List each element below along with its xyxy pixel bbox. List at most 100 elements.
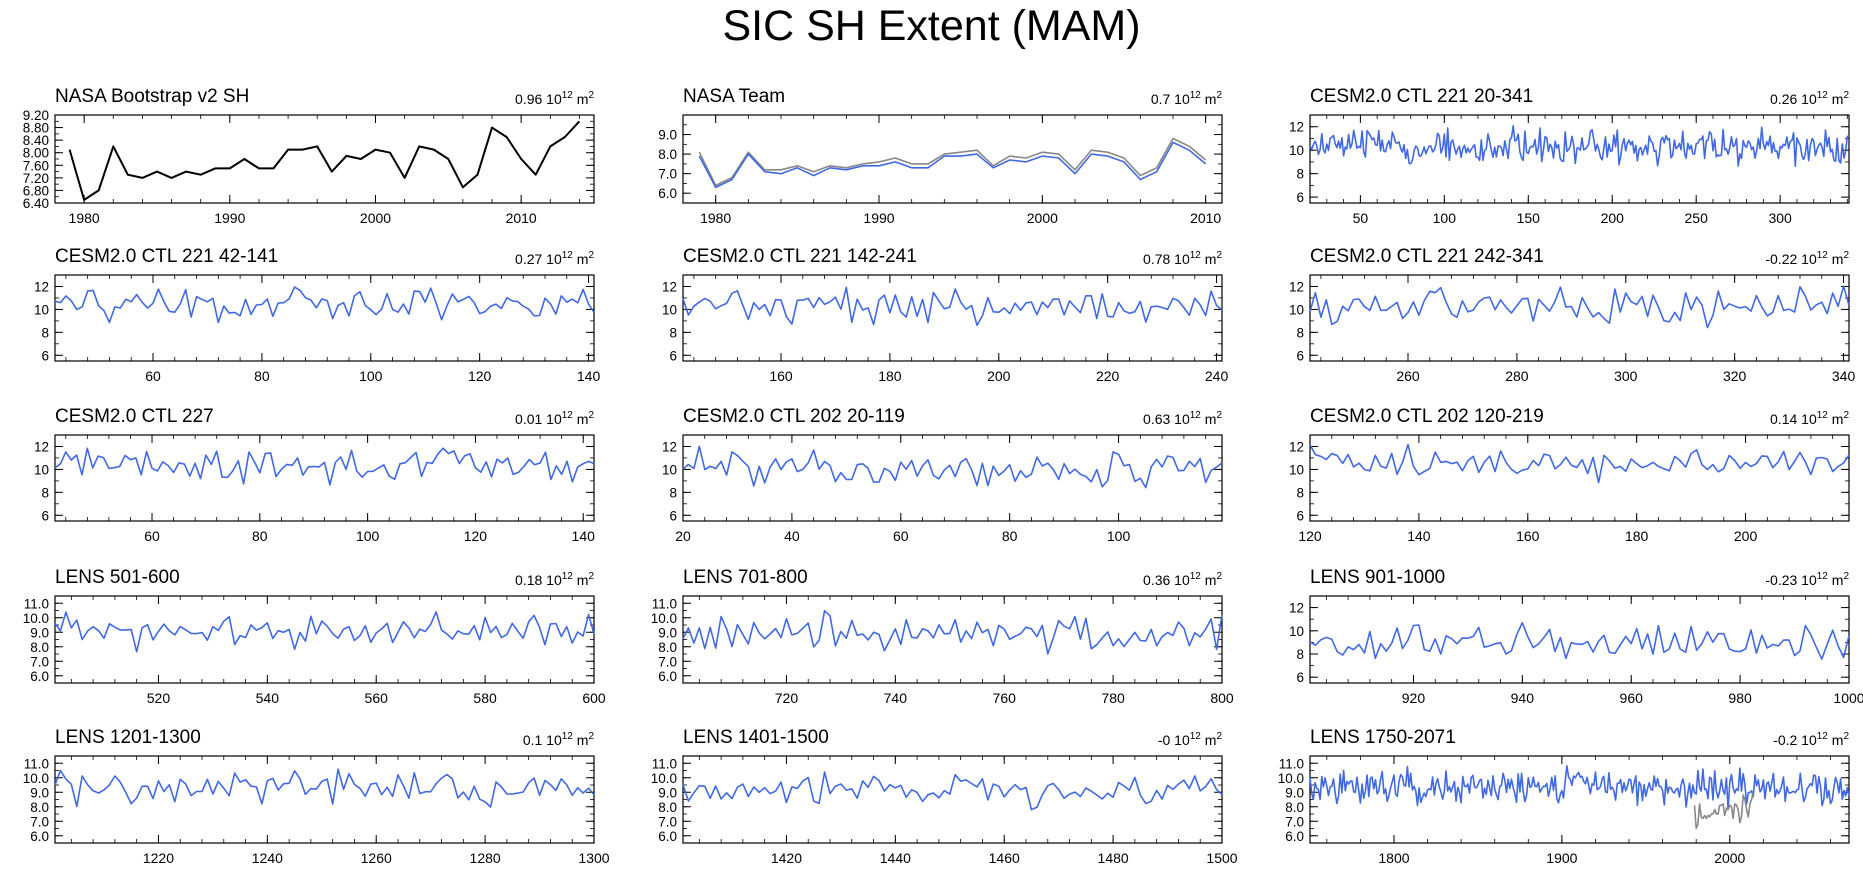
x-tick-label: 1260 [361, 850, 392, 866]
series-line [54, 447, 595, 486]
x-tick-label: 300 [1614, 368, 1638, 384]
x-tick-label: 1460 [989, 850, 1020, 866]
y-tick-label: 12 [1289, 439, 1304, 454]
y-tick-label: 6 [1296, 670, 1304, 685]
y-tick-label: 12 [34, 439, 49, 454]
series-line [1309, 621, 1850, 660]
x-tick-label: 800 [1210, 690, 1234, 706]
y-tick-label: 11.0 [652, 596, 677, 611]
panel-title: CESM2.0 CTL 202 20-119 [683, 406, 905, 427]
panel-title: CESM2.0 CTL 221 20-341 [1310, 86, 1533, 107]
y-tick-label: 8.0 [658, 800, 677, 815]
plot-frame [1309, 595, 1850, 684]
x-tick-label: 250 [1685, 210, 1709, 226]
chart-panel: CESM2.0 CTL 221 142-241 0.78 1012 m2 160 18… [662, 246, 1228, 384]
x-tick-label: 1420 [771, 850, 802, 866]
y-tick-label: 9.0 [30, 785, 49, 800]
x-tick-label: 60 [144, 528, 160, 544]
chart-panel: NASA Team 0.7 1012 m2 1980 1990 2000 2010 6.0 7… [658, 86, 1223, 226]
x-tick-label: 220 [1096, 368, 1120, 384]
plot-frame [54, 434, 595, 522]
x-tick-label: 180 [1625, 528, 1649, 544]
y-tick-label: 7.20 [23, 171, 49, 186]
x-tick-label: 560 [365, 690, 389, 706]
y-tick-label: 10.0 [23, 611, 49, 626]
y-tick-label: 10 [1289, 462, 1304, 477]
x-tick-label: 2000 [1714, 850, 1745, 866]
y-tick-label: 11.0 [1279, 756, 1304, 771]
panel-trend: 0.36 1012 m2 [1143, 571, 1222, 588]
series-line [682, 771, 1223, 811]
y-tick-label: 10 [662, 462, 677, 477]
x-tick-label: 50 [1353, 210, 1369, 226]
panel-title: LENS 701-800 [683, 567, 808, 588]
panel-trend: 0.96 1012 m2 [515, 90, 594, 107]
panel-title: LENS 901-1000 [1310, 567, 1445, 588]
y-tick-label: 12 [1289, 601, 1304, 616]
x-tick-label: 1000 [1833, 690, 1863, 706]
y-tick-label: 8 [669, 485, 677, 500]
x-tick-label: 320 [1723, 368, 1747, 384]
x-tick-label: 120 [464, 528, 488, 544]
chart-panel: LENS 901-1000 -0.23 1012 m2 920 940 960 980 10… [1289, 567, 1863, 706]
x-tick-label: 160 [1516, 528, 1540, 544]
x-tick-label: 200 [1601, 210, 1625, 226]
y-tick-label: 7.0 [658, 814, 677, 829]
y-tick-label: 7.0 [30, 814, 49, 829]
y-tick-label: 9.20 [23, 108, 49, 123]
y-tick-label: 7.0 [658, 167, 677, 182]
y-tick-label: 9.0 [1285, 785, 1304, 800]
y-tick-label: 6.0 [30, 669, 49, 684]
y-tick-label: 8.80 [23, 121, 49, 136]
panel-trend: 0.14 1012 m2 [1770, 410, 1849, 427]
x-tick-label: 240 [1205, 368, 1229, 384]
panel-trend: 0.27 1012 m2 [515, 250, 594, 267]
x-tick-label: 80 [252, 528, 268, 544]
y-tick-label: 10 [662, 302, 677, 317]
series-line [54, 768, 595, 808]
plot-frame [1309, 755, 1850, 844]
panel-title: NASA Team [683, 86, 785, 107]
y-tick-label: 8 [1296, 167, 1304, 182]
panel-trend: -0 1012 m2 [1158, 731, 1223, 748]
x-tick-label: 140 [577, 368, 601, 384]
y-tick-label: 6.0 [30, 829, 49, 844]
panel-trend: 0.78 1012 m2 [1143, 250, 1222, 267]
panel-title: CESM2.0 CTL 202 120-219 [1310, 406, 1544, 427]
plot-frame [682, 274, 1223, 362]
chart-panel: LENS 1750-2071 -0.2 1012 m2 1800 1900 2000 6.… [1278, 727, 1850, 866]
y-tick-label: 6.40 [23, 196, 49, 211]
x-tick-label: 1220 [143, 850, 174, 866]
y-tick-label: 8 [41, 325, 49, 340]
y-tick-label: 11.0 [652, 756, 677, 771]
chart-panel: CESM2.0 CTL 221 20-341 0.26 1012 m2 50 100 1… [1289, 86, 1850, 226]
x-tick-label: 200 [987, 368, 1011, 384]
x-tick-label: 1990 [214, 210, 245, 226]
x-tick-label: 1280 [470, 850, 501, 866]
panel-title: CESM2.0 CTL 227 [55, 406, 214, 427]
y-tick-label: 6 [1296, 348, 1304, 363]
chart-panel: CESM2.0 CTL 221 242-341 -0.22 1012 m2 260 2… [1289, 246, 1855, 384]
x-tick-label: 760 [993, 690, 1017, 706]
y-tick-label: 12 [1289, 279, 1304, 294]
page-title: SIC SH Extent (MAM) [722, 2, 1141, 50]
y-tick-label: 10.0 [651, 611, 677, 626]
y-tick-label: 7.0 [658, 654, 677, 669]
x-tick-label: 980 [1728, 690, 1752, 706]
x-tick-label: 120 [468, 368, 492, 384]
x-tick-label: 280 [1505, 368, 1529, 384]
y-tick-label: 8.0 [30, 800, 49, 815]
series-line [682, 445, 1223, 489]
x-tick-label: 1980 [69, 210, 100, 226]
y-tick-label: 8 [669, 325, 677, 340]
y-tick-label: 8 [41, 485, 49, 500]
x-tick-label: 1440 [880, 850, 911, 866]
x-tick-label: 1300 [578, 850, 609, 866]
y-tick-label: 6 [669, 348, 677, 363]
x-tick-label: 720 [775, 690, 799, 706]
chart-panel: LENS 501-600 0.18 1012 m2 520 540 560 580 600 6… [23, 567, 606, 706]
x-tick-label: 1240 [252, 850, 283, 866]
panel-trend: 0.01 1012 m2 [515, 410, 594, 427]
y-tick-label: 8.0 [658, 147, 677, 162]
